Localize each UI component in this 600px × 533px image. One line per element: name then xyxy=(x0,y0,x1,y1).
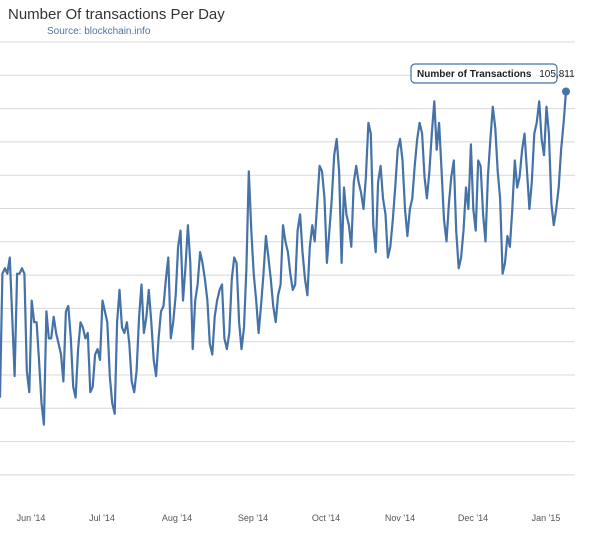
tooltip-value: 105,811 xyxy=(539,69,575,80)
x-tick-label: Jul '14 xyxy=(89,513,115,523)
x-tick-label: Nov '14 xyxy=(385,513,415,523)
x-tick-label: Aug '14 xyxy=(162,513,192,523)
tooltip: Number of Transactions 105,811 xyxy=(410,63,575,84)
chart-subtitle: Source: blockchain.info xyxy=(47,26,151,37)
x-tick-label: Jun '14 xyxy=(17,513,46,523)
last-point-marker[interactable] xyxy=(562,87,570,96)
tooltip-label: Number of Transactions xyxy=(417,69,532,80)
x-tick-label: Jan '15 xyxy=(532,513,561,523)
x-tick-label: Sep '14 xyxy=(238,513,268,523)
x-tick-label: Dec '14 xyxy=(458,513,488,523)
series-line-transactions xyxy=(0,91,568,426)
chart-title: Number Of transactions Per Day xyxy=(8,6,225,23)
tooltip-box xyxy=(410,63,558,84)
svg-text:Number of Transactions 1: Number of Transactions 105,811 xyxy=(417,69,575,80)
grid-lines xyxy=(0,41,575,476)
x-tick-label: Oct '14 xyxy=(312,513,340,523)
x-axis-tick-labels: Jun '14 Jul '14 Aug '14 Sep '14 Oct '14 Nov '… xyxy=(17,513,561,523)
